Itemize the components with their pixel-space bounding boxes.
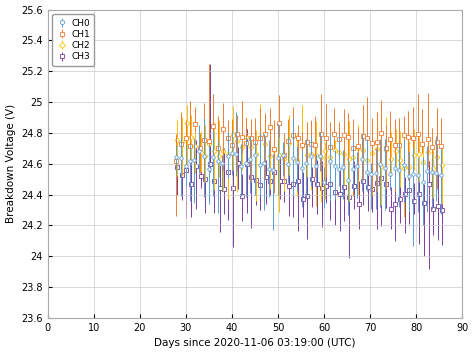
Y-axis label: Breakdown Voltage (V): Breakdown Voltage (V) bbox=[6, 104, 16, 223]
X-axis label: Days since 2020-11-06 03:19:00 (UTC): Days since 2020-11-06 03:19:00 (UTC) bbox=[154, 338, 356, 348]
Legend: CH0, CH1, CH2, CH3: CH0, CH1, CH2, CH3 bbox=[52, 14, 94, 66]
